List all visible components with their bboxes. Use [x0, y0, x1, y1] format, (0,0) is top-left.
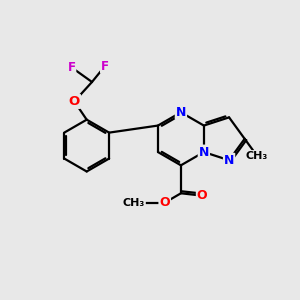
- Text: N: N: [199, 146, 209, 159]
- Text: O: O: [69, 95, 80, 108]
- Text: CH₃: CH₃: [246, 151, 268, 161]
- Text: N: N: [224, 154, 234, 167]
- Text: N: N: [176, 106, 186, 119]
- Text: F: F: [68, 61, 75, 74]
- Text: CH₃: CH₃: [123, 198, 145, 208]
- Text: O: O: [159, 196, 170, 209]
- Text: O: O: [197, 189, 207, 202]
- Text: F: F: [101, 60, 109, 73]
